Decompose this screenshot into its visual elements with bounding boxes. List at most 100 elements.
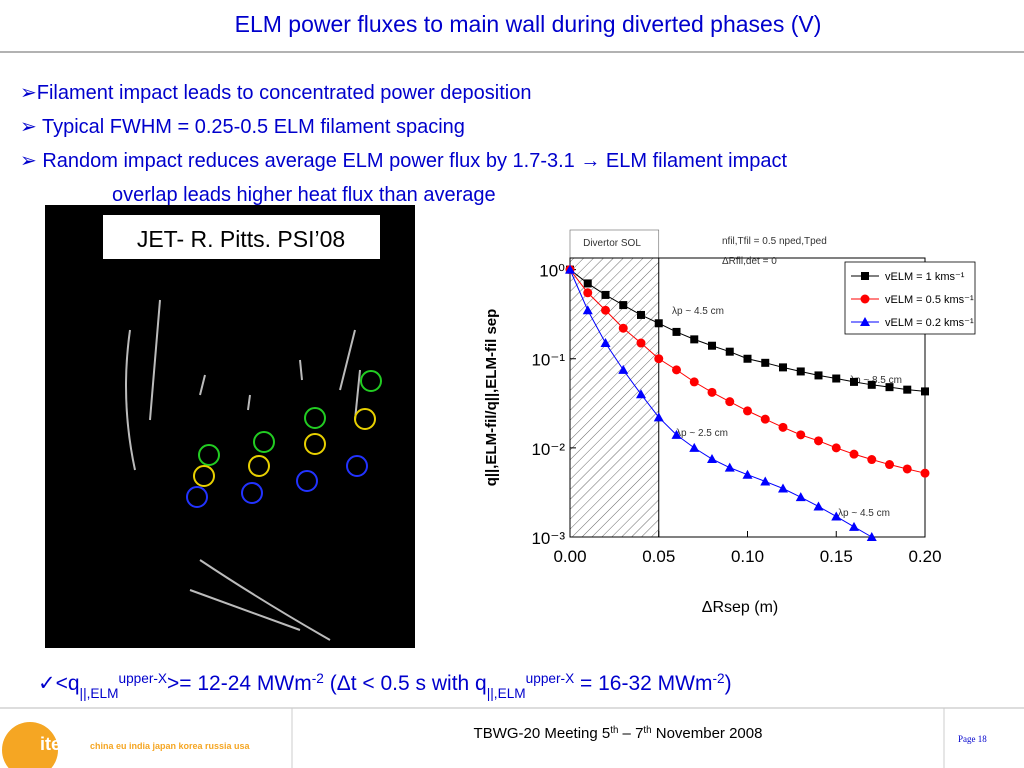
marker	[743, 354, 752, 363]
marker	[867, 455, 877, 465]
logo-disc	[2, 722, 58, 768]
marker	[601, 305, 610, 315]
text-run: November 2008	[652, 725, 763, 742]
marker	[849, 449, 859, 459]
annotation: Divertor SOL	[583, 238, 641, 249]
marker	[778, 483, 788, 493]
text-run: ||,ELM	[80, 686, 119, 701]
marker	[743, 406, 752, 416]
text-run: (Δt < 0.5 s with q	[324, 672, 487, 695]
marker	[653, 412, 664, 422]
marker	[689, 377, 699, 387]
marker	[903, 385, 912, 394]
annotation: λp ~ 2.5 cm	[676, 428, 728, 439]
bullet-text: overlap leads higher heat flux than aver…	[112, 184, 496, 206]
marker	[565, 264, 575, 274]
legend-entry: vELM = 0.2 kms⁻¹	[885, 317, 974, 329]
marker	[885, 460, 894, 470]
text-run: -2	[712, 671, 724, 686]
marker	[724, 462, 735, 472]
marker	[779, 363, 787, 372]
marker	[690, 335, 699, 344]
marker	[866, 532, 877, 541]
marker	[636, 389, 646, 399]
marker	[600, 338, 611, 348]
chart: 10⁰ 10⁻¹ 10⁻² 10⁻³0.00 0.05 0.10 0.15 0.20 ΔRsep…	[483, 229, 985, 616]
logo-text: iter	[40, 734, 68, 754]
slide-title: ELM power fluxes to main wall during div…	[235, 11, 822, 37]
annotation: λp ~ 4.5 cm	[838, 508, 890, 519]
marker	[671, 429, 682, 439]
partners: china eu india japan korea russia usa	[90, 741, 251, 751]
marker	[760, 476, 771, 486]
text-run: ✓<q	[38, 672, 80, 695]
result-line: ✓<q||,ELMupper-X>= 12-24 MWm-2 (Δt < 0.5…	[38, 671, 732, 701]
text-run: upper-X	[118, 671, 167, 686]
text-run: TBWG-20 Meeting 5	[474, 725, 611, 742]
marker	[813, 501, 824, 511]
marker	[725, 397, 735, 407]
marker	[654, 319, 663, 328]
text-run: )	[725, 672, 732, 695]
marker	[850, 377, 858, 386]
marker	[832, 374, 841, 383]
marker	[761, 358, 770, 367]
x-tick-label: 0.15	[820, 547, 853, 566]
bullet-text: ➢ Typical FWHM = 0.25-0.5 ELM filament s…	[20, 116, 465, 138]
marker	[831, 511, 842, 521]
annotation: λp ~ 8.5 cm	[850, 375, 902, 386]
marker	[742, 469, 753, 479]
annotation: nfil,Tfil = 0.5 nped,Tped	[722, 236, 827, 247]
marker	[796, 430, 806, 440]
bullet-text: ➢Filament impact leads to concentrated p…	[20, 82, 531, 104]
marker	[885, 383, 894, 392]
marker	[921, 387, 929, 396]
marker	[582, 305, 593, 315]
marker	[707, 387, 717, 397]
text-run: th	[643, 725, 651, 736]
text-run: upper-X	[526, 671, 575, 686]
marker	[583, 288, 593, 298]
marker	[867, 380, 876, 389]
annotation: ΔRfil,det = 0	[722, 256, 777, 267]
legend-marker	[860, 294, 870, 304]
marker	[654, 354, 664, 364]
marker	[637, 310, 645, 319]
marker	[601, 290, 610, 299]
marker	[795, 492, 806, 502]
x-tick-label: 0.20	[908, 547, 941, 566]
x-tick-label: 0.05	[642, 547, 675, 566]
image-features	[125, 299, 382, 641]
text-run: th	[610, 725, 618, 736]
y-tick-label: 10⁻¹	[531, 351, 565, 370]
marker	[725, 347, 734, 356]
legend-entry: vELM = 1 kms⁻¹	[885, 271, 965, 283]
annotation: λp ~ 4.5 cm	[672, 306, 724, 317]
marker	[831, 443, 841, 453]
marker	[920, 468, 930, 478]
image-label-box	[103, 215, 380, 259]
y-axis-label: q||,ELM-fil/q||,ELM-fil sep	[483, 309, 500, 487]
page-number: Page 18	[958, 734, 987, 744]
marker	[708, 341, 716, 350]
text-run: – 7	[618, 725, 643, 742]
x-tick-label: 0.00	[553, 547, 586, 566]
marker	[760, 414, 770, 424]
bullet-text: ➢ Random impact reduces average ELM powe…	[20, 150, 788, 172]
marker	[689, 442, 700, 452]
legend-entry: vELM = 0.5 kms⁻¹	[885, 294, 974, 306]
marker	[707, 454, 717, 464]
marker	[636, 338, 646, 348]
y-tick-label: 10⁰	[539, 262, 565, 281]
marker	[814, 436, 823, 446]
legend-marker	[860, 317, 870, 326]
marker	[902, 464, 912, 474]
marker	[672, 327, 681, 336]
text-run: >= 12-24 MWm	[167, 672, 312, 695]
x-tick-label: 0.10	[731, 547, 764, 566]
marker	[814, 371, 823, 380]
meeting: TBWG-20 Meeting 5th – 7th November 2008	[474, 725, 763, 743]
text-run: -2	[312, 671, 324, 686]
text-run: = 16-32 MWm	[574, 672, 712, 695]
marker	[672, 365, 681, 375]
